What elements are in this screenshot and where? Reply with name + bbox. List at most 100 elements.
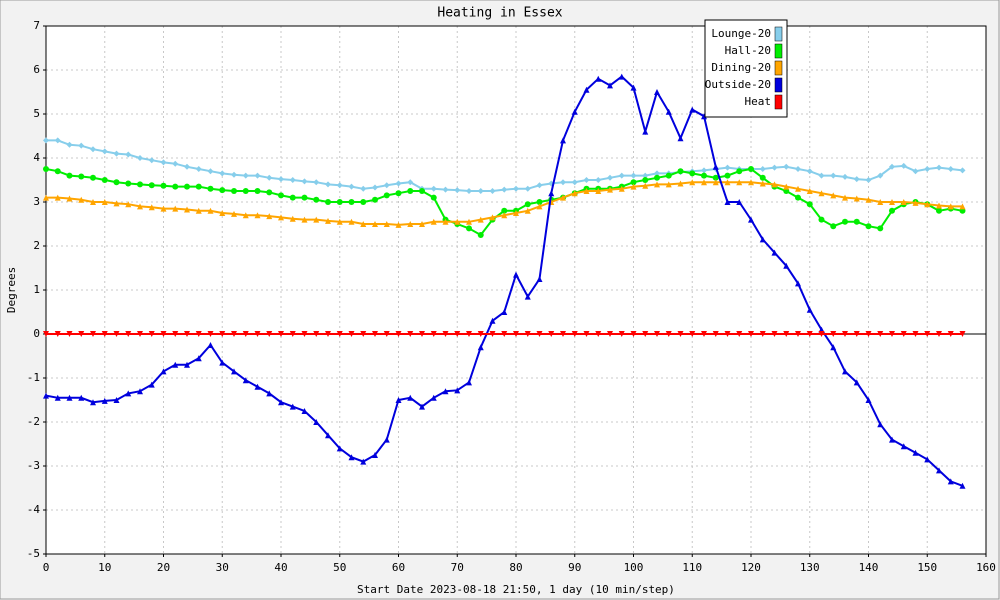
y-tick-label: -4 (27, 503, 41, 516)
data-point (172, 331, 179, 337)
data-point (724, 199, 731, 205)
data-point (336, 199, 343, 205)
data-point (301, 178, 308, 185)
data-point (501, 309, 508, 315)
data-point (701, 179, 707, 186)
data-point (689, 331, 696, 337)
data-point (853, 176, 860, 183)
data-point (818, 331, 825, 337)
data-point (407, 188, 414, 194)
data-point (125, 180, 132, 187)
data-point (43, 331, 49, 337)
data-point (865, 397, 872, 403)
data-point (607, 186, 613, 193)
data-point (830, 223, 837, 230)
data-point (219, 210, 226, 216)
data-point (348, 183, 355, 190)
data-point (278, 176, 284, 183)
data-point (66, 141, 73, 148)
data-point (830, 344, 837, 351)
data-point (336, 182, 343, 189)
data-point (548, 331, 555, 337)
x-tick-label: 90 (568, 561, 581, 574)
data-point (78, 394, 85, 401)
data-point (172, 160, 179, 167)
data-point (172, 361, 179, 368)
y-tick-label: 6 (33, 63, 40, 76)
data-point (759, 180, 766, 187)
data-point (724, 164, 731, 171)
data-point (442, 218, 449, 225)
data-point (113, 397, 120, 403)
data-point (936, 202, 942, 209)
data-point (877, 421, 884, 428)
data-point (419, 188, 425, 194)
data-point (231, 368, 237, 375)
data-point (865, 177, 872, 183)
data-point (137, 155, 143, 161)
y-tick-label: 0 (33, 327, 40, 340)
data-point (795, 194, 801, 201)
data-point (736, 168, 743, 175)
data-point (54, 331, 61, 337)
data-point (665, 108, 672, 115)
data-point (254, 383, 261, 390)
data-point (889, 207, 895, 214)
data-point (442, 331, 449, 337)
data-point (125, 390, 132, 397)
data-point (642, 177, 649, 183)
data-point (842, 194, 848, 201)
data-point (571, 190, 578, 197)
data-point (677, 135, 684, 142)
data-point (665, 181, 672, 188)
y-tick-label: 4 (33, 151, 40, 164)
data-point (795, 185, 801, 192)
data-point (231, 331, 237, 337)
data-point (66, 172, 73, 179)
data-point (54, 168, 61, 175)
data-point (325, 181, 331, 188)
data-point (289, 331, 296, 337)
data-point (195, 331, 202, 337)
data-point (54, 394, 61, 401)
data-point (536, 199, 543, 205)
data-point (219, 170, 226, 177)
data-point (654, 89, 660, 95)
data-point (771, 164, 778, 171)
data-point (865, 331, 872, 337)
data-point (113, 179, 120, 186)
data-point (677, 180, 684, 187)
data-point (266, 189, 273, 196)
data-point (536, 276, 543, 282)
data-point (712, 174, 719, 181)
data-point (336, 331, 343, 337)
data-point (242, 377, 249, 384)
data-point (489, 317, 496, 324)
legend-label: Lounge-20 (711, 27, 771, 40)
data-point (254, 188, 261, 194)
legend-label: Outside-20 (705, 78, 771, 91)
data-point (101, 177, 108, 183)
x-tick-label: 140 (859, 561, 879, 574)
data-point (818, 172, 825, 179)
data-point (924, 166, 931, 172)
data-point (489, 331, 496, 337)
data-point (818, 190, 825, 197)
data-point (360, 221, 367, 227)
legend-swatch (774, 94, 783, 110)
data-point (137, 331, 143, 337)
data-point (513, 210, 519, 216)
data-point (231, 210, 237, 217)
y-tick-label: 2 (33, 239, 40, 252)
data-point (513, 331, 519, 337)
data-point (842, 331, 848, 337)
data-point (372, 452, 378, 458)
data-point (195, 166, 202, 172)
data-point (148, 182, 155, 189)
data-point (947, 478, 954, 485)
data-point (195, 355, 202, 362)
data-point (313, 196, 320, 203)
data-point (607, 331, 613, 337)
data-point (795, 166, 801, 172)
